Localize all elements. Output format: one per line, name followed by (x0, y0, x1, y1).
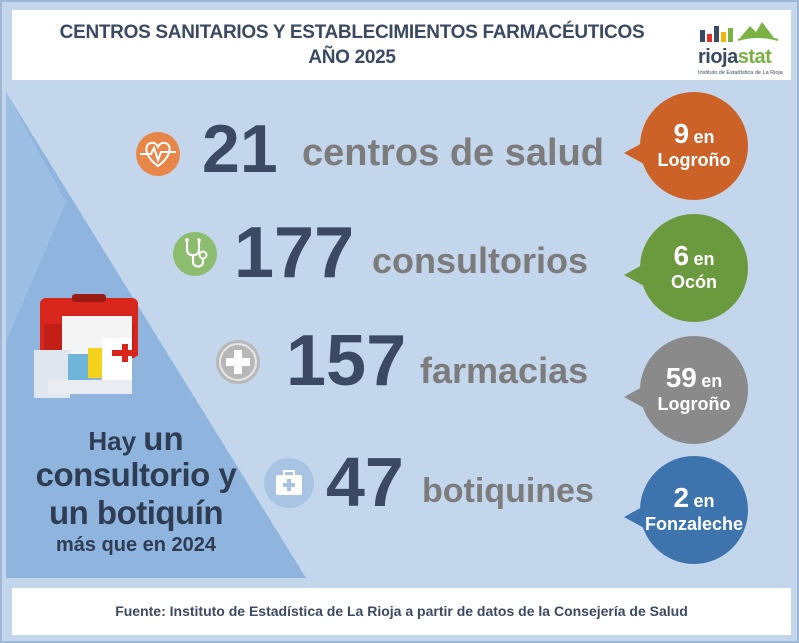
logo-name-highlight: stat (737, 46, 772, 68)
bubble-value-line: 9 en (640, 120, 748, 151)
bubble-en: en (693, 491, 715, 511)
bubble-place: Logroño (657, 394, 731, 414)
bubble-botiquines: 2 en Fonzaleche (624, 456, 748, 564)
bubble-value-line: 59 en (640, 364, 748, 395)
source-note: Fuente: Instituto de Estadística de La R… (115, 603, 688, 619)
title-line-1: CENTROS SANITARIOS Y ESTABLECIMIENTOS FA… (59, 22, 645, 43)
note-line-4: más que en 2024 (55, 534, 217, 556)
stat-value: 21 (202, 111, 278, 187)
bubble-en: en (693, 127, 715, 147)
stat-value: 47 (326, 443, 404, 521)
bubble-value: 2 (673, 482, 690, 513)
bubble-value: 59 (665, 362, 697, 393)
stat-centros-de-salud: 21 centros de salud (6, 111, 626, 192)
plus-cross-icon (216, 340, 260, 384)
first-aid-kit-photo-icon (34, 294, 138, 398)
stat-value: 157 (286, 321, 407, 401)
blue-wedge-shape (6, 92, 306, 578)
footer-panel: Fuente: Instituto de Estadística de La R… (12, 588, 791, 635)
title-line-2: AÑO 2025 (308, 47, 396, 68)
stat-label: centros de salud (302, 132, 604, 174)
logo-wordmark: riojastat (698, 46, 784, 69)
bubble-consultorios: 6 en Ocón (624, 214, 748, 322)
note-line-3: un botiquín (48, 494, 224, 531)
header-panel: CENTROS SANITARIOS Y ESTABLECIMIENTOS FA… (12, 10, 791, 80)
stat-botiquines: 47 botiquines (6, 443, 626, 528)
first-aid-kit-icon (264, 458, 314, 508)
page-title: CENTROS SANITARIOS Y ESTABLECIMIENTOS FA… (12, 20, 692, 70)
logo-mark-icon (700, 22, 779, 42)
note-hay: Hay (88, 426, 137, 456)
bubble-pointer (624, 506, 644, 528)
riojastat-logo: riojastat Instituto de Estadística de La… (698, 16, 784, 76)
bubble-en: en (701, 371, 723, 391)
bubble-value: 9 (673, 118, 690, 149)
note-line-2: consultorio y (35, 456, 237, 493)
bubble-pointer (624, 264, 644, 286)
stat-label: consultorios (372, 240, 589, 281)
stat-farmacias: 157 farmacias (6, 321, 626, 406)
logo-subtitle: Instituto de Estadística de La Rioja (698, 70, 783, 76)
bubble-value-line: 2 en (640, 484, 748, 515)
comparison-note: Hay un consultorio y un botiquín más que… (12, 422, 260, 558)
note-un: un (143, 420, 184, 457)
note-line-1: Hay un (12, 422, 260, 456)
stethoscope-icon (173, 232, 217, 276)
bubble-value-line: 6 en (640, 242, 748, 273)
stat-label: botiquines (422, 472, 594, 510)
bubble-farmacias: 59 en Logroño (624, 336, 748, 444)
bubble-place: Ocón (670, 272, 717, 292)
logo-name: rioja (698, 46, 738, 68)
bubble-pointer (624, 142, 644, 164)
bubble-place: Fonzaleche (644, 514, 744, 534)
stat-label: farmacias (420, 350, 589, 391)
stat-consultorios: 177 consultorios (6, 213, 626, 298)
main-panel: 21 centros de salud 9 en Logroño 177 con… (6, 82, 797, 582)
stat-value: 177 (234, 213, 355, 293)
bubble-place: Logroño (657, 150, 731, 170)
bubble-value: 6 (673, 240, 690, 271)
bubble-centros-de-salud: 9 en Logroño (624, 92, 748, 200)
bubble-en: en (693, 249, 715, 269)
heart-pulse-icon (136, 132, 180, 176)
bubble-pointer (624, 386, 644, 408)
